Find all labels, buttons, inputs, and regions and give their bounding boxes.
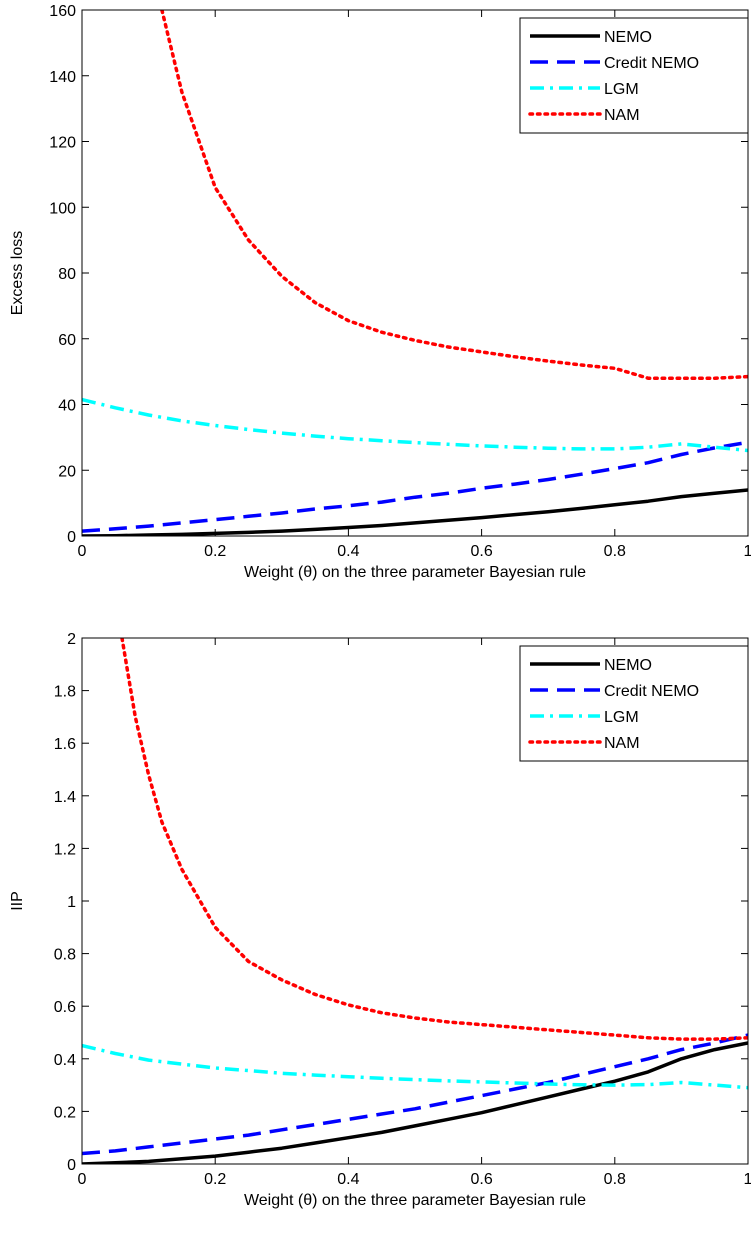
x-tick-label: 0.4: [337, 1171, 359, 1188]
y-tick-label: 0.4: [54, 1052, 76, 1069]
y-tick-label: 80: [58, 266, 76, 283]
legend-label: Credit NEMO: [604, 55, 699, 72]
y-tick-label: 0: [67, 1157, 76, 1174]
legend-label: Credit NEMO: [604, 683, 699, 700]
x-tick-label: 0.6: [470, 543, 492, 560]
x-axis-label: Weight (θ) on the three parameter Bayesi…: [244, 1192, 586, 1209]
series-line-credit-nemo: [82, 1033, 748, 1156]
y-tick-label: 0.6: [54, 999, 76, 1016]
y-tick-label: 1.6: [54, 736, 76, 753]
y-tick-label: 0: [67, 529, 76, 546]
series-line-lgm: [82, 397, 748, 453]
y-axis-label: Excess loss: [9, 231, 26, 315]
series-line-nam: [120, 638, 748, 1041]
x-tick-label: 0.6: [470, 1171, 492, 1188]
y-tick-label: 160: [49, 3, 76, 20]
x-tick-label: 1: [744, 543, 751, 560]
series-line-credit-nemo: [82, 440, 748, 533]
y-tick-label: 1: [67, 894, 76, 911]
y-tick-label: 2: [67, 631, 76, 648]
x-tick-label: 0: [78, 543, 87, 560]
y-axis-label: IIP: [9, 891, 26, 911]
y-tick-label: 0.2: [54, 1104, 76, 1121]
y-tick-label: 60: [58, 332, 76, 349]
y-tick-label: 1.2: [54, 841, 76, 858]
y-tick-label: 120: [49, 135, 76, 152]
series-line-nemo: [82, 488, 748, 536]
series-line-lgm: [82, 1043, 748, 1090]
legend-label: LGM: [604, 81, 639, 98]
series-line-nemo: [82, 1041, 748, 1164]
y-tick-label: 0.8: [54, 947, 76, 964]
legend-label: NEMO: [604, 29, 652, 46]
y-tick-label: 140: [49, 69, 76, 86]
x-tick-label: 0.2: [204, 543, 226, 560]
y-tick-label: 20: [58, 463, 76, 480]
y-tick-label: 1.8: [54, 684, 76, 701]
legend-label: NAM: [604, 107, 640, 124]
x-tick-label: 0.2: [204, 1171, 226, 1188]
series-line-nam: [160, 10, 748, 380]
x-tick-label: 0.4: [337, 543, 359, 560]
x-tick-label: 1: [744, 1171, 751, 1188]
legend-label: NAM: [604, 735, 640, 752]
iip-chart: 0 0.2 0.4 0.6 0.8 1 0 0.2 0.4 0.6 0.8 1 1.2 1.4 1.6 1.8…: [9, 631, 751, 1209]
legend-label: LGM: [604, 709, 639, 726]
excess-loss-chart: 0 0.2 0.4 0.6 0.8 1 0 20 40 60 80 100 120 140 160 Weigh…: [9, 3, 751, 581]
x-tick-label: 0.8: [604, 1171, 626, 1188]
x-tick-label: 0.8: [604, 543, 626, 560]
x-axis-label: Weight (θ) on the three parameter Bayesi…: [244, 564, 586, 581]
y-tick-label: 100: [49, 200, 76, 217]
y-tick-label: 1.4: [54, 789, 76, 806]
legend-label: NEMO: [604, 657, 652, 674]
x-tick-label: 0: [78, 1171, 87, 1188]
y-tick-label: 40: [58, 398, 76, 415]
